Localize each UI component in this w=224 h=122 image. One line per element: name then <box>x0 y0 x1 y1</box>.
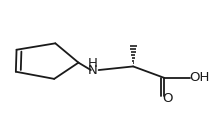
Text: N: N <box>88 64 98 76</box>
Text: H: H <box>88 57 98 70</box>
Text: OH: OH <box>190 71 210 84</box>
Text: O: O <box>162 92 172 106</box>
